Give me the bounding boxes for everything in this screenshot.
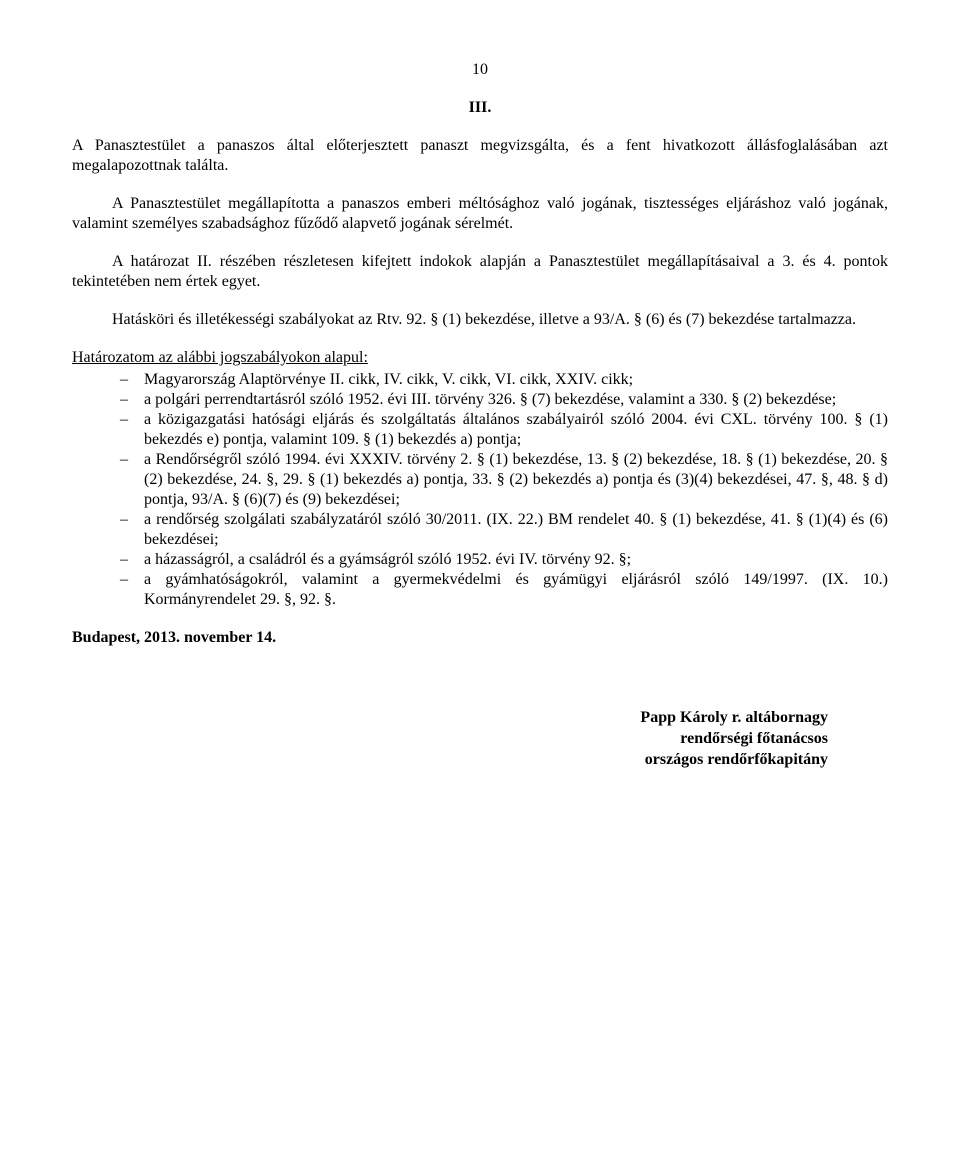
paragraph-4: Hatásköri és illetékességi szabályokat a… — [72, 310, 888, 330]
signature-name: Papp Károly r. altábornagy — [72, 708, 828, 729]
legal-item: a gyámhatóságokról, valamint a gyermekvé… — [120, 570, 888, 610]
legal-item: Magyarország Alaptörvénye II. cikk, IV. … — [120, 370, 888, 390]
paragraph-1: A Panasztestület a panaszos által előter… — [72, 136, 888, 176]
legal-item: a rendőrség szolgálati szabályzatáról sz… — [120, 510, 888, 550]
paragraph-3: A határozat II. részében részletesen kif… — [72, 252, 888, 292]
signature-title-1: rendőrségi főtanácsos — [72, 729, 828, 750]
legal-item: a Rendőrségről szóló 1994. évi XXXIV. tö… — [120, 450, 888, 510]
signature-block: Papp Károly r. altábornagy rendőrségi fő… — [72, 708, 888, 770]
date-line: Budapest, 2013. november 14. — [72, 628, 888, 648]
page-number: 10 — [72, 60, 888, 80]
legal-item: a polgári perrendtartásról szóló 1952. é… — [120, 390, 888, 410]
legal-item: a házasságról, a családról és a gyámságr… — [120, 550, 888, 570]
legal-item: a közigazgatási hatósági eljárás és szol… — [120, 410, 888, 450]
legal-basis-title: Határozatom az alábbi jogszabályokon ala… — [72, 348, 888, 368]
legal-basis-list: Magyarország Alaptörvénye II. cikk, IV. … — [120, 370, 888, 610]
section-heading: III. — [72, 98, 888, 118]
signature-title-2: országos rendőrfőkapitány — [72, 750, 828, 771]
paragraph-2: A Panasztestület megállapította a panasz… — [72, 194, 888, 234]
